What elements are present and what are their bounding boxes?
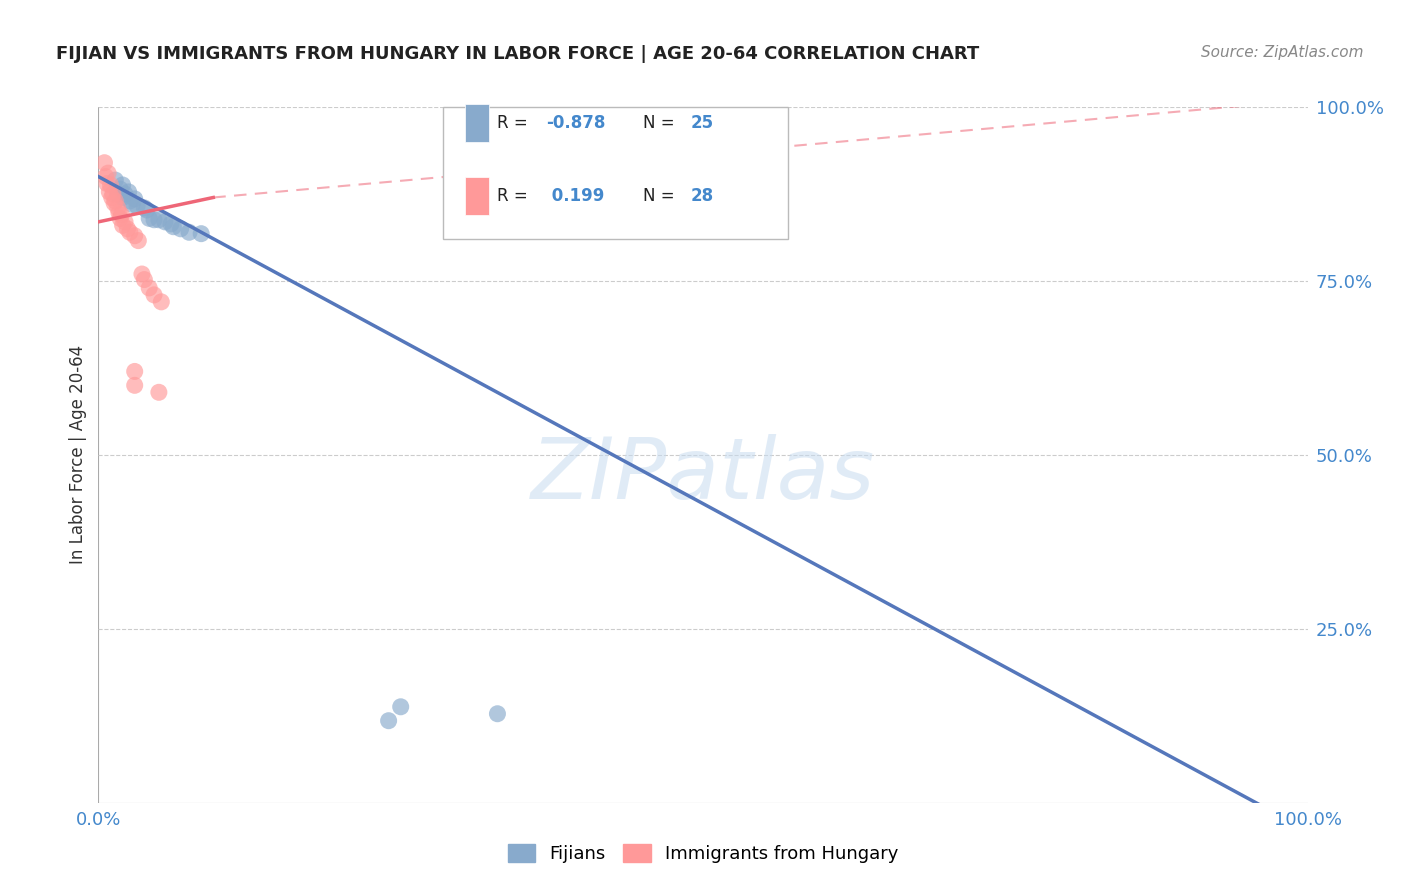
Point: [162, 219, 184, 234]
Y-axis label: In Labor Force | Age 20-64: In Labor Force | Age 20-64: [69, 345, 87, 565]
Point: [124, 192, 146, 206]
Point: [124, 228, 146, 243]
Point: [108, 206, 131, 220]
Point: [134, 201, 156, 215]
Text: 28: 28: [690, 186, 714, 205]
Point: [114, 187, 136, 202]
Point: [486, 706, 509, 721]
Point: [118, 225, 141, 239]
Point: [190, 227, 212, 241]
Text: -0.878: -0.878: [546, 113, 605, 132]
Point: [138, 211, 160, 226]
Text: 25: 25: [690, 113, 714, 132]
Point: [111, 219, 134, 233]
Point: [108, 211, 131, 226]
Text: FIJIAN VS IMMIGRANTS FROM HUNGARY IN LABOR FORCE | AGE 20-64 CORRELATION CHART: FIJIAN VS IMMIGRANTS FROM HUNGARY IN LAB…: [56, 45, 980, 62]
Point: [108, 182, 131, 196]
Point: [96, 177, 118, 191]
Point: [117, 222, 139, 236]
FancyBboxPatch shape: [465, 103, 489, 142]
Point: [179, 225, 201, 239]
Point: [127, 199, 149, 213]
Point: [169, 222, 191, 236]
Point: [101, 187, 124, 202]
Text: R =: R =: [498, 113, 533, 132]
Point: [118, 194, 141, 208]
Text: Source: ZipAtlas.com: Source: ZipAtlas.com: [1201, 45, 1364, 60]
Point: [153, 215, 176, 229]
Point: [135, 202, 157, 217]
Point: [377, 714, 399, 728]
Point: [94, 169, 117, 184]
Legend: Fijians, Immigrants from Hungary: Fijians, Immigrants from Hungary: [501, 837, 905, 871]
FancyBboxPatch shape: [465, 177, 489, 215]
Text: N =: N =: [643, 113, 679, 132]
Point: [107, 201, 129, 215]
Point: [103, 196, 125, 211]
Point: [111, 190, 134, 204]
Point: [114, 215, 136, 229]
Point: [150, 294, 173, 309]
Point: [148, 385, 170, 400]
Point: [134, 272, 156, 286]
Point: [111, 178, 134, 192]
Point: [160, 217, 183, 231]
Point: [148, 212, 170, 227]
Point: [104, 194, 127, 208]
Point: [143, 288, 166, 302]
Point: [121, 197, 143, 211]
Point: [131, 267, 153, 281]
Point: [107, 187, 129, 202]
Point: [100, 190, 122, 204]
Point: [118, 185, 141, 199]
Point: [93, 155, 115, 169]
Point: [143, 212, 166, 227]
Point: [100, 178, 122, 192]
Point: [389, 699, 412, 714]
Text: R =: R =: [498, 186, 533, 205]
Point: [97, 166, 120, 180]
Point: [110, 208, 132, 222]
Point: [138, 281, 160, 295]
Point: [104, 173, 127, 187]
Point: [98, 185, 121, 199]
Point: [124, 364, 146, 378]
Text: ZIPatlas: ZIPatlas: [531, 434, 875, 517]
Point: [127, 234, 149, 248]
Text: N =: N =: [643, 186, 679, 205]
FancyBboxPatch shape: [443, 107, 787, 239]
Text: 0.199: 0.199: [546, 186, 605, 205]
Point: [124, 378, 146, 392]
